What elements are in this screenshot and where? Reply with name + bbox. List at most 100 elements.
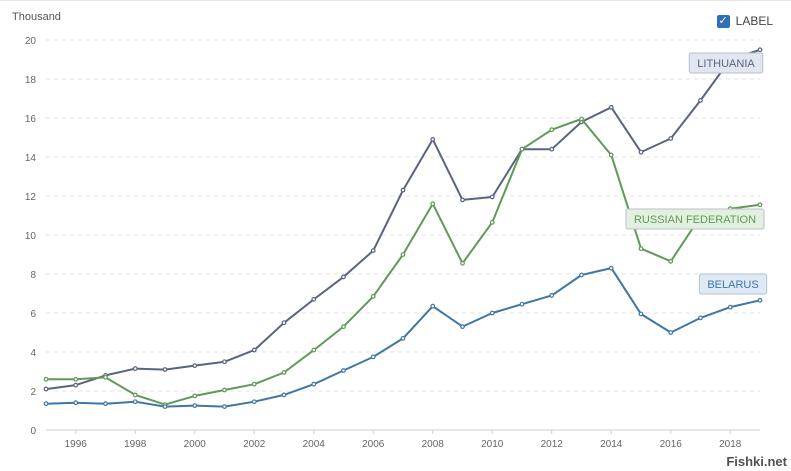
data-point[interactable]: [222, 359, 227, 365]
data-point[interactable]: [341, 368, 346, 373]
data-point[interactable]: [103, 374, 108, 380]
data-point[interactable]: [549, 127, 555, 133]
data-point[interactable]: [489, 219, 495, 225]
series-line-russian-federation: [46, 118, 761, 406]
x-axis-ticks: 1996 1998 2000 2002 2004 2006 2008 2010 2012 2014…: [65, 430, 742, 450]
y-axis-ticks: 0 2 4 6 8 10 12 14 16 18 20: [25, 36, 37, 437]
watermark: Fishki.net: [726, 454, 787, 469]
data-point[interactable]: [341, 274, 346, 280]
data-point[interactable]: [608, 104, 614, 110]
series-label-box: [698, 273, 768, 295]
data-point[interactable]: [460, 324, 465, 330]
data-point[interactable]: [638, 149, 644, 155]
y-tick-label: 2: [30, 387, 36, 398]
data-point[interactable]: [251, 399, 257, 405]
x-tick-label: 2012: [541, 439, 564, 450]
x-tick-label: 2006: [362, 439, 385, 450]
top-divider: [0, 0, 791, 1]
data-point[interactable]: [43, 376, 49, 382]
data-point[interactable]: [430, 201, 436, 207]
data-point[interactable]: [489, 194, 495, 200]
data-point[interactable]: [311, 381, 317, 387]
data-point[interactable]: [192, 403, 198, 409]
data-point[interactable]: [519, 146, 525, 152]
data-point[interactable]: [370, 354, 376, 360]
series-label-belarus: BELARUS: [698, 273, 768, 295]
series-label-text: RUSSIAN FEDERATION: [634, 214, 756, 226]
data-point[interactable]: [162, 367, 168, 372]
data-point[interactable]: [638, 311, 644, 317]
series-label-text: LITHUANIA: [697, 58, 755, 70]
data-point[interactable]: [222, 404, 227, 410]
x-tick-label: 2008: [422, 439, 445, 450]
data-point[interactable]: [549, 146, 555, 152]
y-axis-label: Thousand: [12, 11, 61, 23]
x-tick-label: 2010: [481, 439, 504, 450]
x-tick-label: 2000: [184, 439, 207, 450]
data-point[interactable]: [698, 315, 703, 321]
data-point[interactable]: [608, 152, 614, 158]
data-point[interactable]: [698, 98, 703, 103]
x-tick-label: 2016: [660, 439, 683, 450]
data-point[interactable]: [162, 404, 168, 410]
data-point[interactable]: [579, 272, 584, 278]
y-tick-label: 4: [30, 348, 36, 359]
series-label-text: BELARUS: [707, 279, 758, 291]
data-point[interactable]: [222, 387, 227, 393]
data-point[interactable]: [519, 301, 525, 307]
data-point[interactable]: [460, 197, 465, 203]
data-point[interactable]: [251, 381, 257, 387]
data-point[interactable]: [73, 382, 79, 388]
data-point[interactable]: [132, 392, 138, 398]
data-point[interactable]: [400, 335, 406, 341]
data-point[interactable]: [727, 304, 733, 310]
data-point[interactable]: [757, 47, 763, 53]
data-point[interactable]: [311, 347, 317, 353]
data-point[interactable]: [192, 363, 198, 369]
data-point[interactable]: [400, 252, 406, 257]
data-point[interactable]: [341, 324, 346, 330]
data-point[interactable]: [132, 366, 138, 371]
y-tick-label: 0: [30, 426, 36, 437]
data-point[interactable]: [430, 137, 436, 142]
data-point[interactable]: [251, 347, 257, 353]
label-toggle[interactable]: ✓ LABEL: [716, 14, 773, 28]
data-point[interactable]: [370, 248, 376, 254]
data-point[interactable]: [73, 400, 79, 406]
data-point[interactable]: [608, 265, 614, 271]
data-point[interactable]: [281, 392, 287, 398]
gridlines: [46, 39, 760, 431]
data-point[interactable]: [668, 330, 674, 335]
data-point[interactable]: [43, 386, 49, 392]
data-point[interactable]: [489, 310, 495, 316]
y-tick-label: 20: [25, 36, 37, 47]
data-point[interactable]: [311, 296, 317, 302]
data-point[interactable]: [757, 202, 763, 208]
data-point[interactable]: [549, 293, 555, 298]
data-point[interactable]: [103, 401, 108, 407]
x-tick-label: 2004: [303, 439, 326, 450]
data-point[interactable]: [430, 303, 436, 309]
data-point[interactable]: [638, 246, 644, 252]
data-point[interactable]: [400, 187, 406, 193]
data-point[interactable]: [132, 399, 138, 405]
label-checkbox[interactable]: ✓: [716, 14, 730, 28]
data-point[interactable]: [281, 370, 287, 375]
data-point[interactable]: [579, 116, 584, 122]
series-belarus: [43, 265, 763, 410]
data-point[interactable]: [757, 297, 763, 303]
x-tick-label: 1996: [65, 439, 88, 450]
y-tick-label: 18: [25, 75, 37, 86]
data-point[interactable]: [281, 320, 287, 326]
y-tick-label: 6: [30, 309, 36, 320]
data-point[interactable]: [370, 294, 376, 299]
data-point[interactable]: [460, 260, 465, 266]
data-point[interactable]: [668, 258, 674, 264]
series-label-box: [625, 208, 765, 230]
data-point[interactable]: [668, 136, 674, 141]
series-label-box: [688, 52, 764, 74]
data-point[interactable]: [43, 401, 49, 407]
data-point[interactable]: [192, 393, 198, 399]
data-point[interactable]: [73, 376, 79, 382]
